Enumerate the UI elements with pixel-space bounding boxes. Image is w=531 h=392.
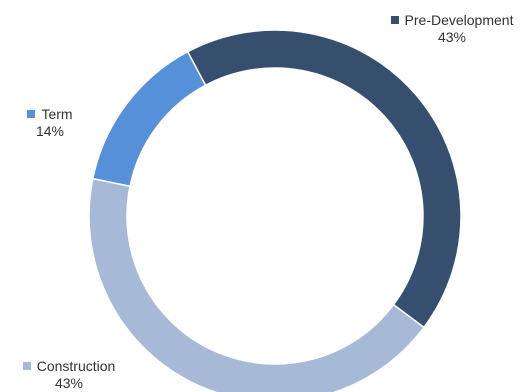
label-construction-percent: 43% — [54, 375, 84, 391]
label-construction-name: Construction — [36, 358, 116, 374]
slice-construction — [88, 177, 425, 392]
donut-slices — [88, 29, 462, 392]
swatch-construction — [22, 362, 31, 370]
label-pre-development: Pre-Development 43% — [372, 12, 531, 46]
slice-pre-development — [186, 29, 462, 329]
swatch-pre-development — [390, 16, 399, 24]
label-term-percent: 14% — [35, 123, 65, 139]
label-pre-development-percent: 43% — [437, 29, 467, 45]
slice-term — [91, 50, 207, 188]
label-term-name: Term — [41, 106, 73, 122]
label-construction: Construction 43% — [4, 358, 134, 392]
swatch-term — [27, 110, 36, 118]
label-pre-development-name: Pre-Development — [404, 12, 514, 28]
label-term: Term 14% — [20, 106, 80, 140]
